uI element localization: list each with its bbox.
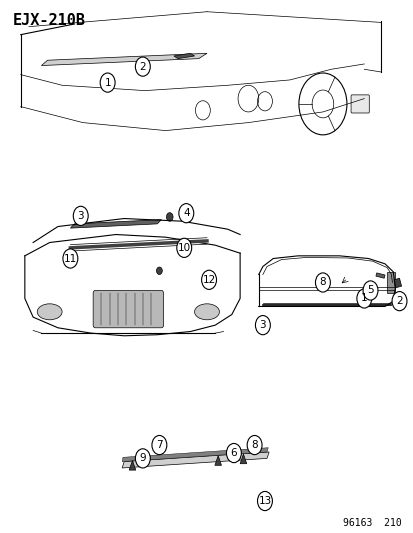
Text: 12: 12: [202, 275, 215, 285]
Text: 10: 10: [177, 243, 190, 253]
Polygon shape: [122, 452, 268, 468]
Text: 8: 8: [319, 278, 325, 287]
Circle shape: [247, 435, 261, 455]
Circle shape: [135, 449, 150, 468]
Circle shape: [100, 73, 115, 92]
Circle shape: [166, 213, 173, 221]
Circle shape: [156, 267, 162, 274]
Circle shape: [65, 257, 71, 266]
Text: 3: 3: [259, 320, 266, 330]
Ellipse shape: [194, 304, 219, 320]
Text: EJX-210B: EJX-210B: [12, 13, 85, 28]
Text: 13: 13: [258, 496, 271, 506]
Text: 3: 3: [77, 211, 84, 221]
Ellipse shape: [37, 304, 62, 320]
Circle shape: [391, 292, 406, 311]
Polygon shape: [41, 53, 207, 66]
Polygon shape: [129, 461, 135, 470]
Polygon shape: [240, 454, 246, 464]
Text: 8: 8: [251, 440, 257, 450]
Polygon shape: [386, 272, 394, 293]
Circle shape: [201, 270, 216, 289]
Polygon shape: [393, 278, 401, 288]
Circle shape: [257, 491, 272, 511]
Polygon shape: [173, 53, 194, 59]
Text: 5: 5: [366, 286, 373, 295]
Circle shape: [152, 435, 166, 455]
Text: 4: 4: [183, 208, 189, 218]
FancyBboxPatch shape: [350, 95, 368, 113]
Text: 2: 2: [139, 62, 146, 71]
Circle shape: [135, 57, 150, 76]
Text: 2: 2: [395, 296, 402, 306]
Text: 1: 1: [360, 294, 367, 303]
Text: 7: 7: [156, 440, 162, 450]
Circle shape: [226, 443, 241, 463]
Circle shape: [176, 238, 191, 257]
Polygon shape: [214, 456, 221, 465]
Circle shape: [356, 289, 371, 308]
Circle shape: [315, 273, 330, 292]
Polygon shape: [122, 448, 268, 462]
Circle shape: [178, 204, 193, 223]
Circle shape: [362, 281, 377, 300]
Text: 1: 1: [104, 78, 111, 87]
Polygon shape: [375, 273, 384, 278]
Text: 96163  210: 96163 210: [342, 518, 401, 528]
Text: 6: 6: [230, 448, 237, 458]
FancyBboxPatch shape: [93, 290, 163, 328]
Circle shape: [63, 249, 78, 268]
Text: 11: 11: [64, 254, 77, 263]
Text: 9: 9: [139, 454, 146, 463]
Polygon shape: [70, 220, 161, 228]
Circle shape: [255, 316, 270, 335]
Circle shape: [73, 206, 88, 225]
